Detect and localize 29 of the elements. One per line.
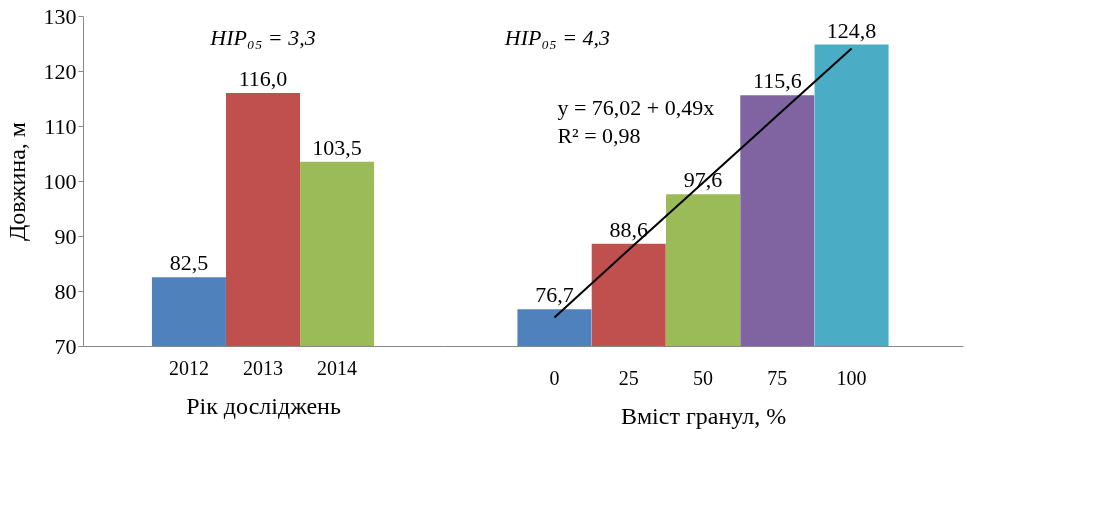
- y-tick-label: 110: [44, 113, 77, 139]
- x-tick-label: 2012: [168, 356, 209, 379]
- annotation: HIP₀₅ = 3,3: [209, 25, 316, 50]
- x-axis-title: Рік досліджень: [186, 392, 341, 419]
- x-tick-label: 75: [767, 366, 788, 389]
- data-label: 76,7: [535, 282, 574, 308]
- y-tick-label: 120: [43, 58, 77, 84]
- x-tick-label: 0: [549, 366, 560, 389]
- y-axis-title: Довжина, м: [3, 121, 30, 242]
- data-label: 115,6: [752, 68, 802, 94]
- y-tick-label: 90: [54, 223, 77, 249]
- x-tick-label: 50: [693, 366, 713, 389]
- annotation: HIP₀₅ = 4,3: [503, 25, 611, 50]
- x-tick-label: 100: [836, 366, 867, 389]
- data-label: 116,0: [238, 66, 288, 91]
- data-label: 124,8: [826, 17, 877, 43]
- x-axis-title: Вміст гранул, %: [620, 402, 787, 429]
- y-tick-label: 70: [54, 333, 77, 359]
- data-label: 82,5: [169, 250, 209, 276]
- x-tick-label: 2014: [317, 356, 358, 379]
- y-tick-label: 130: [43, 3, 77, 29]
- annotation: y = 76,02 + 0,49x: [557, 95, 715, 120]
- x-tick-label: 2013: [243, 356, 283, 379]
- y-tick-label: 80: [54, 278, 77, 304]
- y-tick-label: 100: [43, 168, 77, 194]
- data-label: 88,6: [609, 216, 648, 242]
- annotation: R² = 0,98: [557, 123, 641, 148]
- x-tick-label: 25: [618, 366, 639, 389]
- data-label: 103,5: [312, 134, 362, 160]
